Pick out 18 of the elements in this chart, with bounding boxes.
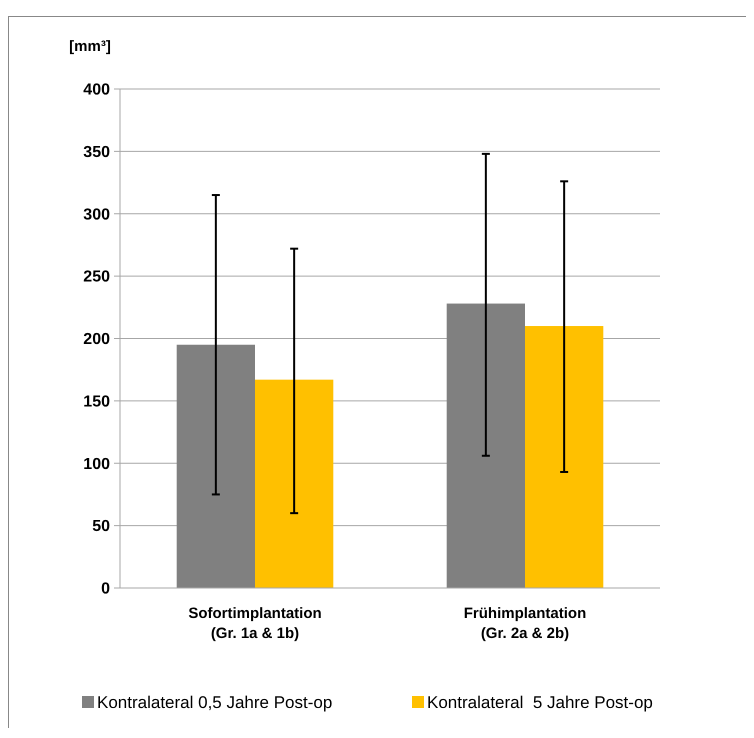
y-tick-label: 250 (83, 268, 110, 286)
bar (255, 380, 334, 588)
bar (525, 326, 604, 588)
bar (446, 304, 525, 588)
bar (176, 344, 255, 588)
y-tick-label: 100 (83, 456, 110, 473)
legend-label: Kontralateral 5 Jahre Post-op (427, 693, 653, 712)
y-tick-label: 300 (83, 206, 110, 224)
y-axis-title: [mm³] (69, 38, 111, 55)
y-tick-label: 0 (101, 580, 110, 598)
y-tick-label: 200 (83, 331, 110, 348)
y-tick-label: 350 (83, 144, 110, 161)
y-tick-label: 400 (83, 82, 110, 99)
x-tick-label: Sofortimplantation (Gr. 1a & 1b) (188, 605, 322, 642)
x-tick-label: Frühimplantation (Gr. 2a & 2b) (464, 605, 586, 642)
y-tick-label: 50 (92, 518, 110, 536)
legend-label: Kontralateral 0,5 Jahre Post-op (97, 693, 332, 712)
y-tick-label: 150 (83, 393, 110, 410)
